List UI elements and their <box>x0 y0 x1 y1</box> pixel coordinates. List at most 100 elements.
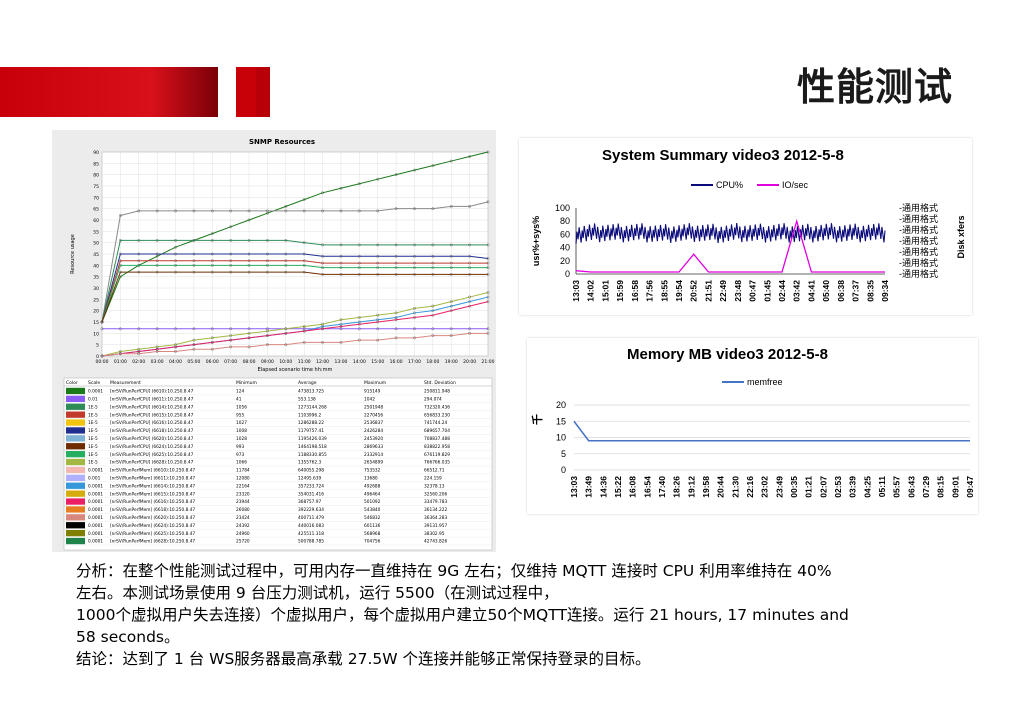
data-point <box>137 327 141 331</box>
row-color-swatch <box>66 530 85 537</box>
x-tick-label: 16:08 <box>628 476 638 498</box>
data-point <box>155 270 159 274</box>
y-tick-label: 70 <box>93 195 99 201</box>
data-point <box>357 243 361 247</box>
table-cell: 22164 <box>236 483 250 489</box>
x-tick-label: 20:00 <box>463 359 476 365</box>
x-tick-label: 09:01 <box>950 476 960 498</box>
data-point <box>118 259 122 263</box>
data-point <box>486 257 490 260</box>
data-point <box>357 182 361 186</box>
table-cell: 400711.479 <box>298 515 324 521</box>
data-point <box>394 311 398 315</box>
table-cell: [nrSV/RunPerfCPU] (6620):10.250.8.47 <box>110 436 194 442</box>
table-cell: 640055.298 <box>298 468 324 474</box>
y-tick-label: 15 <box>556 416 566 426</box>
row-color-swatch <box>66 498 85 505</box>
y-tick-label: 10 <box>93 331 99 337</box>
data-point <box>486 327 490 331</box>
data-point <box>468 304 472 308</box>
data-point <box>266 209 269 213</box>
table-cell: [nrSV/RunPerfMem] (6618):10.250.8.47 <box>110 507 195 513</box>
data-point <box>266 329 269 333</box>
data-point <box>431 272 435 276</box>
table-cell: [nrSV/RunPerfMem] (6611):10.250.8.47 <box>110 476 195 482</box>
data-point <box>431 313 435 317</box>
data-point <box>302 259 306 263</box>
row-color-swatch <box>66 419 85 426</box>
data-point <box>413 254 416 258</box>
x-tick-label: 02:53 <box>833 476 843 498</box>
y-tick-label: 20 <box>560 256 570 266</box>
table-cell: 656833.230 <box>424 412 450 418</box>
data-point <box>174 259 177 263</box>
analysis-line: 分析：在整个性能测试过程中，可用内存一直维持在 9G 左右；仅维持 MQTT 连… <box>76 562 832 580</box>
x-tick-label: 15:22 <box>613 476 623 498</box>
data-point <box>284 331 288 335</box>
row-color-swatch <box>66 474 85 481</box>
data-point <box>339 243 343 247</box>
data-point <box>431 334 435 338</box>
data-point <box>321 191 324 195</box>
data-point <box>118 263 122 267</box>
x-tick-label: 22:49 <box>718 280 728 302</box>
table-cell: 42743.826 <box>424 539 448 545</box>
table-cell: 500788.785 <box>298 539 324 545</box>
data-point <box>376 320 380 324</box>
y-tick-label: 75 <box>93 184 99 190</box>
data-point <box>155 259 159 263</box>
table-cell: 0.0001 <box>88 468 103 474</box>
table-cell: 26080 <box>236 507 250 513</box>
data-point <box>413 311 416 315</box>
x-tick-label: 13:00 <box>334 359 347 365</box>
table-cell: 12495.639 <box>298 476 322 482</box>
table-cell: 1195426.039 <box>298 436 327 442</box>
red-block-decoration <box>256 67 270 117</box>
table-cell: 689657.704 <box>424 428 450 434</box>
table-cell: 0.0001 <box>88 499 103 505</box>
data-point <box>155 327 159 331</box>
x-tick-label: 13:03 <box>571 280 581 302</box>
x-tick-label: 00:47 <box>748 280 758 302</box>
x-tick-label: 05:11 <box>877 476 887 498</box>
table-header: Scale <box>88 380 100 386</box>
legend-label-cpu: CPU% <box>716 180 743 190</box>
data-point <box>266 252 269 256</box>
data-point <box>118 214 122 217</box>
x-tick-label: 13:49 <box>584 476 594 498</box>
data-point <box>284 343 288 347</box>
legend-label-io: IO/sec <box>782 180 809 190</box>
data-point <box>376 177 380 181</box>
table-cell: 24960 <box>236 531 250 537</box>
table-cell: 955 <box>236 412 244 418</box>
data-point <box>118 352 122 356</box>
data-point <box>137 259 141 263</box>
x-tick-label: 14:36 <box>598 476 608 498</box>
x-tick-label: 08:35 <box>865 280 875 302</box>
data-point <box>431 327 435 331</box>
data-point <box>210 209 214 213</box>
right-tick-label: -通用格式 <box>899 257 938 268</box>
table-cell: 38302.95 <box>424 531 445 537</box>
data-point <box>486 272 490 276</box>
data-point <box>431 207 435 211</box>
y-tick-label: 5 <box>561 449 566 459</box>
data-point <box>210 270 214 274</box>
data-point <box>357 209 361 213</box>
table-cell: 368757.97 <box>298 499 322 505</box>
table-cell: 32560.206 <box>424 491 448 497</box>
x-tick-label: 05:00 <box>187 359 200 365</box>
table-cell: 993 <box>236 444 244 450</box>
data-point <box>302 270 306 274</box>
row-color-swatch <box>66 411 85 418</box>
x-tick-label: 02:44 <box>777 280 787 302</box>
data-point <box>284 327 288 331</box>
x-tick-label: 23:02 <box>760 476 770 498</box>
table-cell: 973 <box>236 452 244 458</box>
data-point <box>229 209 233 213</box>
x-tick-label: 18:00 <box>426 359 439 365</box>
table-cell: 36364.283 <box>424 515 448 521</box>
data-point <box>247 336 251 340</box>
y-tick-label: 20 <box>556 400 566 410</box>
table-cell: 24392 <box>236 523 250 529</box>
